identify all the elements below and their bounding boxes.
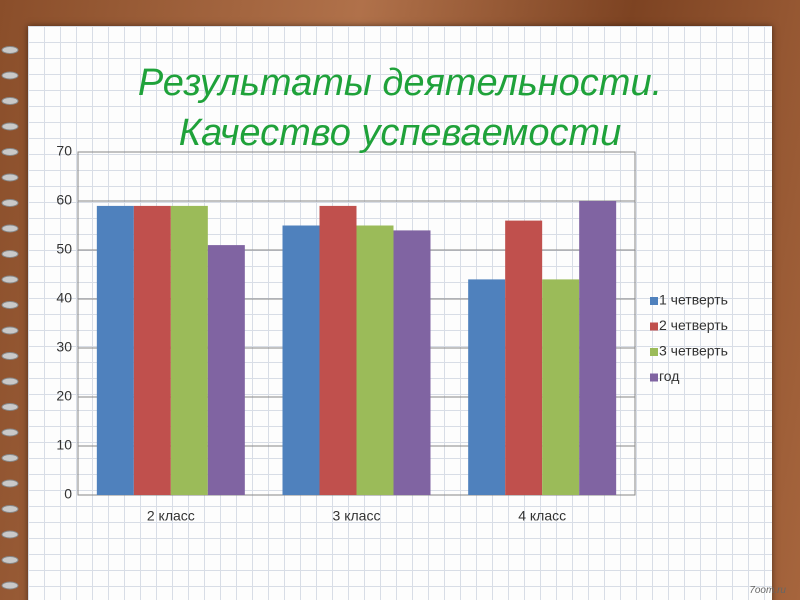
- legend-label: год: [659, 368, 679, 384]
- watermark: 7oom.ru: [749, 585, 786, 596]
- y-tick-label: 40: [56, 290, 72, 306]
- y-tick-label: 70: [56, 143, 72, 159]
- spiral-hole: [1, 71, 19, 80]
- spiral-hole: [1, 275, 19, 284]
- spiral-hole: [1, 326, 19, 335]
- chart-title: Результаты деятельности. Качество успева…: [137, 62, 663, 154]
- spiral-hole: [1, 173, 19, 182]
- legend-swatch: [650, 373, 658, 382]
- spiral-hole: [1, 377, 19, 386]
- spiral-hole: [1, 581, 19, 590]
- spiral-hole: [1, 148, 19, 156]
- bar: [468, 279, 506, 495]
- y-tick-label: 10: [56, 437, 72, 453]
- y-tick-label: 50: [56, 241, 72, 257]
- spiral-hole: [1, 301, 19, 309]
- x-tick-label: 4 класс: [518, 508, 566, 524]
- bar: [170, 205, 208, 495]
- x-tick-label: 2 класс: [147, 508, 195, 524]
- bar: [133, 205, 171, 495]
- bar: [505, 220, 543, 495]
- legend-swatch: [650, 348, 658, 356]
- spiral-hole: [1, 479, 19, 488]
- bar: [282, 225, 320, 495]
- legend-label: 1 четверть: [659, 292, 728, 308]
- bar: [542, 279, 580, 495]
- legend-swatch: [650, 322, 658, 331]
- spiral-hole: [1, 403, 19, 411]
- spiral-hole: [1, 199, 19, 207]
- y-tick-label: 30: [56, 339, 72, 355]
- spiral-hole: [1, 250, 19, 258]
- y-tick-label: 0: [64, 486, 72, 502]
- spiral-hole: [1, 224, 19, 233]
- x-tick-label: 3 класс: [333, 508, 381, 524]
- bar: [393, 230, 431, 495]
- spiral-hole: [1, 454, 19, 462]
- legend-label: 2 четверть: [659, 317, 728, 333]
- spiral-hole: [1, 428, 19, 437]
- spiral-hole: [1, 46, 19, 54]
- bar: [579, 201, 617, 495]
- spiral-hole: [1, 556, 19, 564]
- spiral-hole: [1, 505, 19, 513]
- legend-label: 3 четверть: [659, 343, 728, 359]
- spiral-hole: [1, 122, 19, 131]
- y-tick-label: 60: [56, 192, 72, 208]
- legend-swatch: [650, 297, 658, 305]
- bar: [319, 205, 357, 495]
- spiral-hole: [1, 530, 19, 539]
- y-tick-label: 20: [56, 388, 72, 404]
- spiral-hole: [1, 97, 19, 105]
- bar: [96, 205, 134, 495]
- bar: [356, 225, 394, 495]
- bar: [207, 245, 245, 495]
- spiral-hole: [1, 352, 19, 360]
